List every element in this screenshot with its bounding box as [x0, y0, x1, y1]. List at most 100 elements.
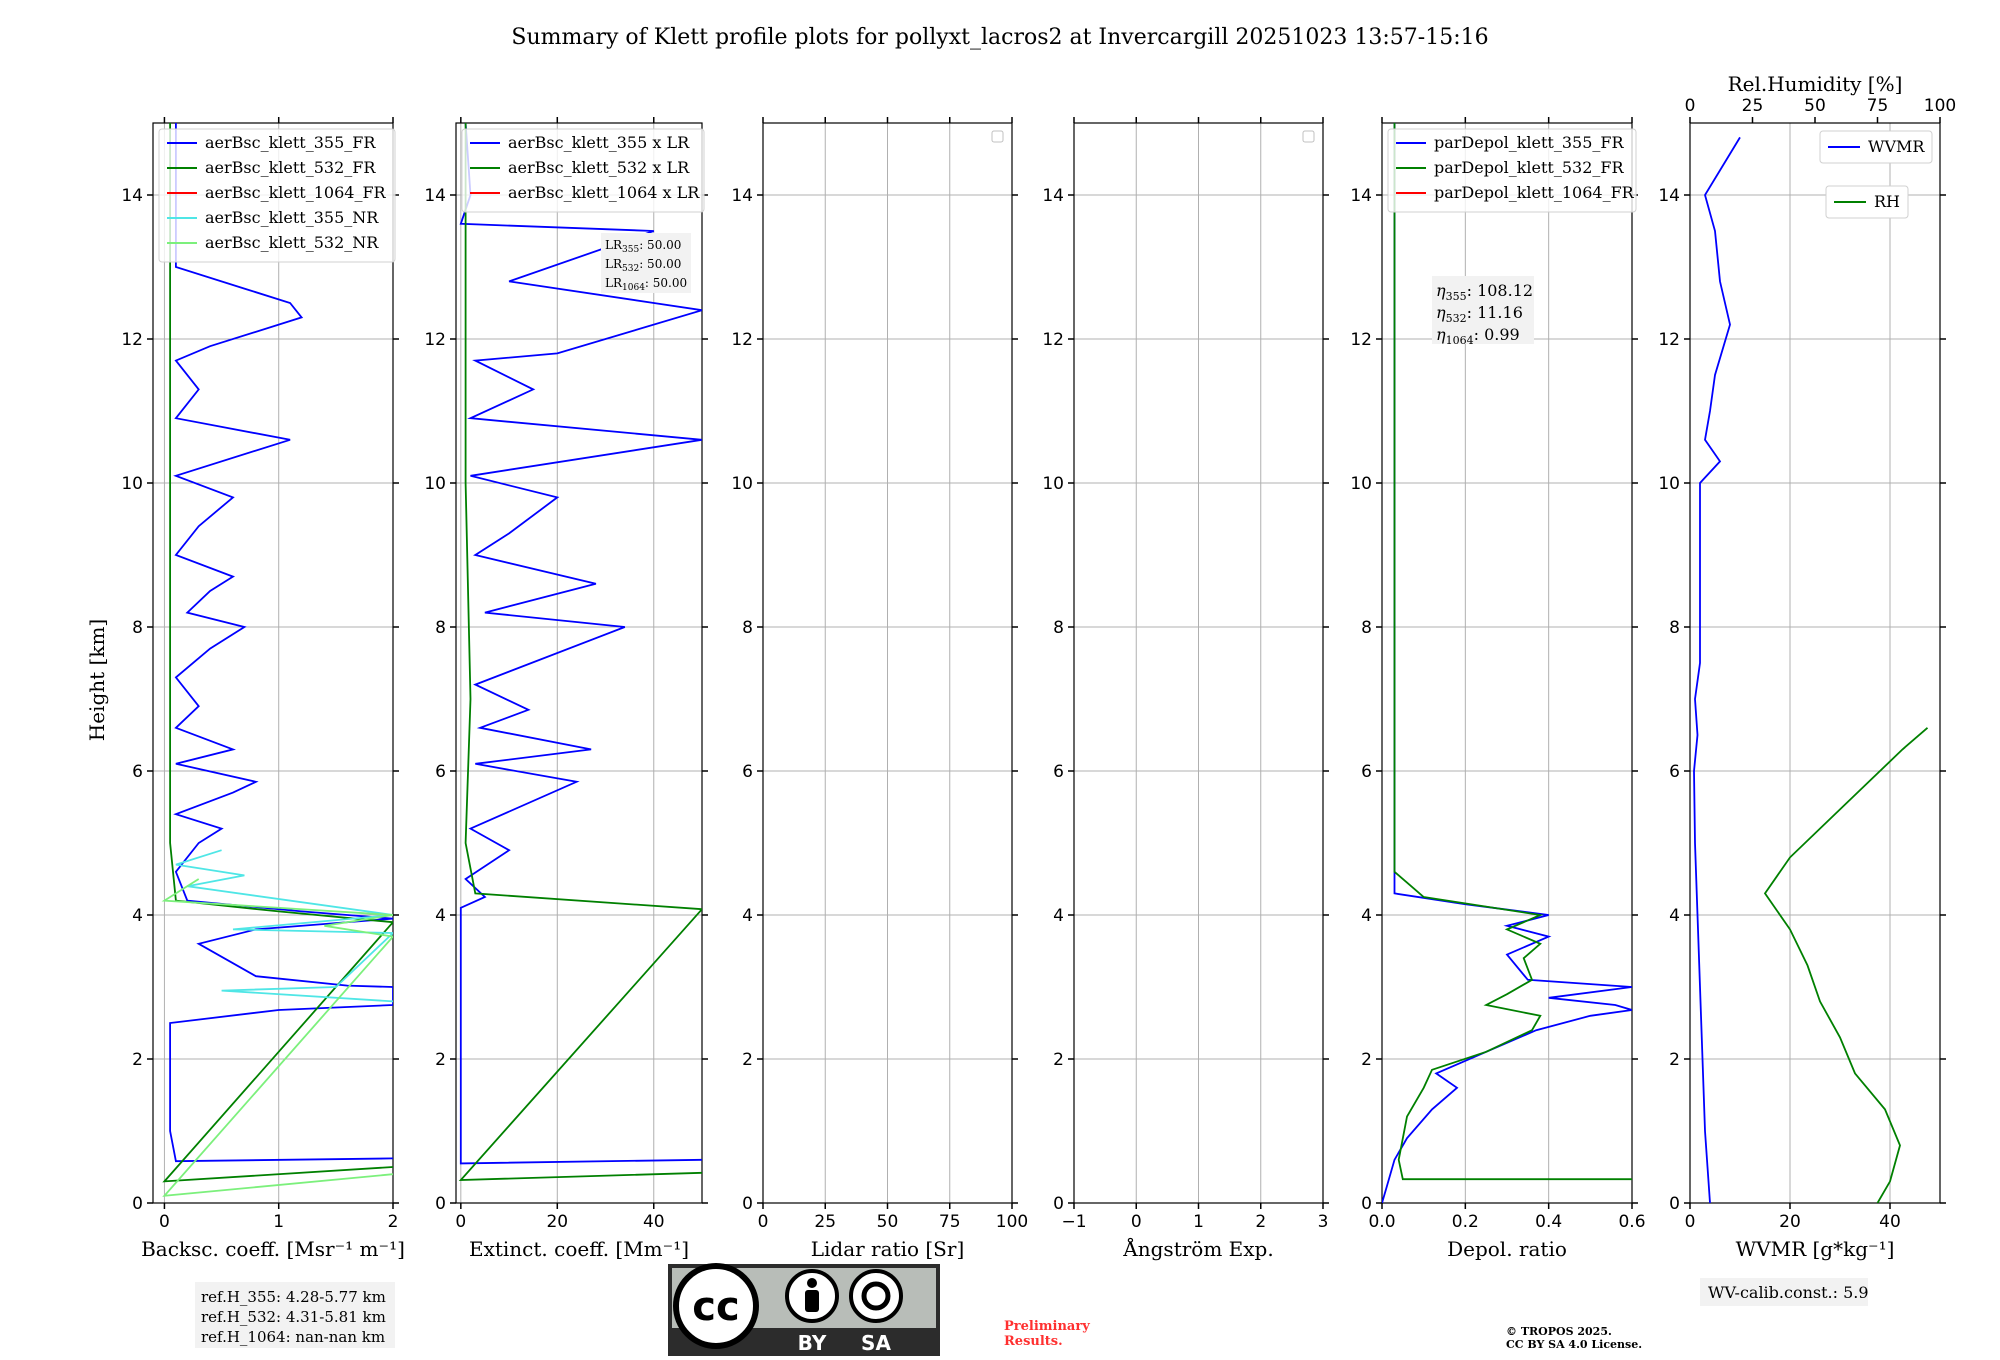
- panel-lidar-ratio: 0 2 4 6 8 10 12 14 0 25 50 75 100 Lidar ratio [Sr]: [731, 117, 1028, 1261]
- cc-logo-text: cc: [692, 1284, 739, 1330]
- ref-heights-box: ref.H_355: 4.28-5.77 km ref.H_532: 4.31-…: [195, 1282, 395, 1348]
- series-RH: [1763, 727, 1929, 1203]
- figure-title: Summary of Klett profile plots for polly…: [511, 25, 1488, 50]
- y-tick-label: 10: [731, 474, 753, 494]
- y-tick-label: 12: [1042, 330, 1064, 350]
- y-tick-label: 6: [132, 762, 143, 782]
- x-tick-label: 0: [455, 1212, 466, 1232]
- legend-entry: parDepol_klett_532_FR: [1434, 158, 1625, 177]
- legend-rh-label: RH: [1874, 192, 1900, 211]
- series-parDepol_klett_355_FR: [1382, 123, 1632, 1203]
- y-tick-label: 6: [1053, 762, 1064, 782]
- eta-entry: η532: 11.16: [1436, 303, 1523, 325]
- y-tick-label: 12: [121, 330, 143, 350]
- panel-frame: [762, 122, 1013, 1204]
- x-tick-label: 40: [643, 1212, 665, 1232]
- top-tick-label: 25: [1742, 96, 1764, 116]
- wv-calib-bg: [1700, 1278, 1868, 1306]
- y-tick-label: 4: [1053, 906, 1064, 926]
- y-tick-label: 2: [132, 1050, 143, 1070]
- legend-entry: aerBsc_klett_1064 x LR: [508, 183, 700, 202]
- y-tick-label: 6: [1361, 762, 1372, 782]
- y-tick-label: 10: [1658, 474, 1680, 494]
- y-tick-label: 14: [1658, 186, 1680, 206]
- x-tick-label: 25: [814, 1212, 836, 1232]
- x-axis-label: WVMR [g*kg⁻¹]: [1736, 1237, 1895, 1261]
- y-tick-label: 0: [1053, 1194, 1064, 1214]
- top-axis-label: Rel.Humidity [%]: [1728, 72, 1903, 96]
- legend-box: [158, 128, 396, 263]
- ref-heights-bg: [195, 1282, 395, 1348]
- series-aerBsc_klett_355_FR: [169, 123, 393, 1163]
- y-tick-label: 10: [121, 474, 143, 494]
- y-tick-label: 12: [424, 330, 446, 350]
- ref-height-532: ref.H_532: 4.31-5.81 km: [201, 1308, 386, 1326]
- legend-wvmr-label: WVMR: [1868, 137, 1925, 156]
- y-tick-label: 14: [1350, 186, 1372, 206]
- x-tick-label: 50: [877, 1212, 899, 1232]
- eta-box: [1432, 276, 1534, 344]
- panel-frame: [1689, 122, 1941, 1204]
- x-tick-label: 0.4: [1535, 1212, 1562, 1232]
- by-person-head: [807, 1278, 817, 1288]
- y-tick-label: 2: [1361, 1050, 1372, 1070]
- x-tick-label: −1: [1061, 1212, 1086, 1232]
- y-tick-label: 12: [731, 330, 753, 350]
- wv-calib-box: WV-calib.const.: 5.9: [1700, 1278, 1869, 1306]
- x-tick-label: 0: [159, 1212, 170, 1232]
- preliminary-line-1: Preliminary: [1004, 1319, 1090, 1334]
- by-person-body: [805, 1290, 819, 1312]
- legend-entry: aerBsc_klett_355 x LR: [508, 133, 690, 152]
- y-tick-label: 0: [435, 1194, 446, 1214]
- y-axis-label: Height [km]: [85, 619, 109, 741]
- y-tick-label: 4: [1361, 906, 1372, 926]
- legend-box: [1387, 128, 1637, 213]
- x-tick-label: 0: [1685, 1212, 1696, 1232]
- top-tick-label: 50: [1804, 96, 1826, 116]
- legend-rh-box: [1825, 185, 1909, 219]
- x-axis-label: Extinct. coeff. [Mm⁻¹]: [469, 1237, 689, 1261]
- series-aerBsc_klett_532_FR: [162, 123, 393, 1183]
- y-tick-label: 2: [742, 1050, 753, 1070]
- lidar-ratio-entry: LR1064: 50.00: [605, 276, 687, 293]
- top-tick-label: 100: [1924, 96, 1956, 116]
- x-axis-label: Lidar ratio [Sr]: [811, 1237, 965, 1261]
- y-tick-label: 8: [435, 618, 446, 638]
- x-tick-label: 3: [1318, 1212, 1329, 1232]
- panel-frame: [1073, 122, 1324, 1204]
- x-axis-label: Depol. ratio: [1447, 1237, 1567, 1261]
- y-tick-label: 8: [742, 618, 753, 638]
- lidar-ratio-entry: LR355: 50.00: [605, 238, 681, 255]
- y-tick-label: 10: [424, 474, 446, 494]
- y-tick-label: 14: [121, 186, 143, 206]
- panel-extinction: 0 2 4 6 8 10 12 14 0 20 40 Extinct. coeff. [Mm⁻¹] ae…: [424, 117, 708, 1261]
- x-tick-label: 1: [273, 1212, 284, 1232]
- y-tick-label: 6: [742, 762, 753, 782]
- y-tick-label: 8: [1669, 618, 1680, 638]
- panel-wvmr: 0 2 4 6 8 10 12 14 0 20 40 WVMR [g*kg⁻¹] 0 25 50 75 100 R…: [1658, 72, 1956, 1261]
- y-tick-label: 8: [1361, 618, 1372, 638]
- y-tick-label: 12: [1350, 330, 1372, 350]
- y-tick-label: 10: [1042, 474, 1064, 494]
- empty-legend-icon: [1302, 130, 1315, 143]
- x-tick-label: 75: [939, 1212, 961, 1232]
- sa-share-icon: [849, 1269, 903, 1323]
- copyright-line-2: CC BY SA 4.0 License.: [1506, 1338, 1642, 1351]
- legend-entry: parDepol_klett_1064_FR: [1434, 183, 1635, 202]
- y-tick-label: 14: [424, 186, 446, 206]
- legend-box: [461, 128, 705, 213]
- x-tick-label: 0.6: [1618, 1212, 1645, 1232]
- y-tick-label: 2: [435, 1050, 446, 1070]
- y-tick-label: 12: [1658, 330, 1680, 350]
- y-tick-label: 4: [742, 906, 753, 926]
- y-tick-label: 2: [1053, 1050, 1064, 1070]
- top-tick-label: 75: [1867, 96, 1889, 116]
- y-tick-label: 4: [435, 906, 446, 926]
- series-aerBsc_klett_532 x LR: [458, 123, 702, 1181]
- x-tick-label: 100: [996, 1212, 1028, 1232]
- eta-entry: η355: 108.12: [1436, 281, 1533, 303]
- x-tick-label: 2: [388, 1212, 399, 1232]
- copyright-line-1: © TROPOS 2025.: [1506, 1325, 1612, 1338]
- wv-calib-text: WV-calib.const.: 5.9: [1708, 1283, 1869, 1302]
